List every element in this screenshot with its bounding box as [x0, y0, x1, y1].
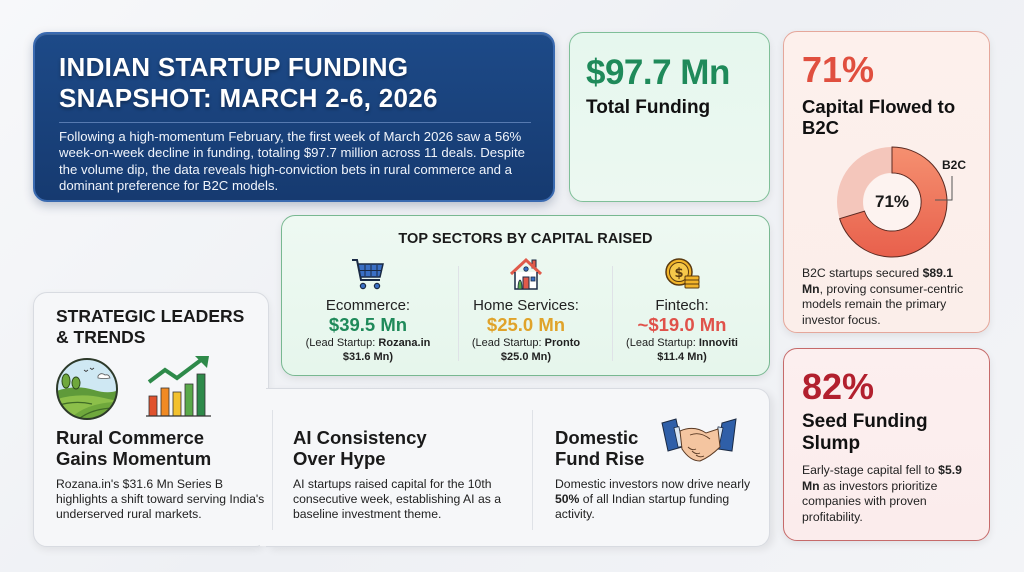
b2c-share-card: 71% Capital Flowed to B2C 71% B2C B2C st… — [783, 31, 990, 333]
shopping-cart-icon — [352, 259, 384, 290]
strategic-title: STRATEGIC LEADERS & TRENDS — [56, 306, 245, 347]
divider — [272, 410, 273, 530]
coins-icon: $ — [665, 258, 700, 289]
sector-fintech: $ Fintech: ~$19.0 Mn (Lead Startup: Inno… — [602, 254, 762, 364]
divider — [612, 266, 613, 361]
b2c-share-label: Capital Flowed to B2C — [802, 96, 956, 138]
svg-text:$: $ — [674, 266, 683, 281]
donut-center-value: 71% — [874, 192, 910, 211]
sector-name: Ecommerce: — [325, 297, 411, 314]
sector-amount: ~$19.0 Mn — [637, 314, 727, 335]
total-funding-card: $97.7 Mn Total Funding — [569, 32, 770, 202]
sector-name: Home Services: — [473, 297, 579, 314]
top-sectors-card: TOP SECTORS BY CAPITAL RAISED Ecommerce:… — [281, 215, 770, 376]
sector-amount: $25.0 Mn — [486, 314, 566, 335]
sector-lead-startup: (Lead Startup: Pronto $25.0 Mn) — [471, 337, 581, 363]
sector-ecommerce: Ecommerce: $39.5 Mn (Lead Startup: Rozan… — [288, 254, 448, 364]
trend-title: AI Consistency Over Hype — [293, 427, 427, 469]
b2c-description: B2C startups secured $89.1 Mn, proving c… — [802, 266, 964, 327]
divider — [458, 266, 459, 361]
header-banner: INDIAN STARTUP FUNDING SNAPSHOT: MARCH 2… — [33, 32, 555, 202]
trend-ai-consistency: AI Consistency Over Hype AI startups rais… — [293, 427, 523, 522]
sector-home-services: Home Services: $25.0 Mn (Lead Startup: P… — [446, 254, 606, 364]
strategic-panel-extension — [266, 388, 770, 547]
trend-rural-commerce: Rural Commerce Gains Momentum Rozana.in's… — [56, 427, 266, 522]
trend-domestic-fund: Domestic Fund Rise Domestic investors now… — [555, 427, 760, 522]
title-divider — [59, 122, 531, 123]
trend-description: Rozana.in's $31.6 Mn Series B highlights… — [56, 477, 265, 521]
trend-title: Rural Commerce Gains Momentum — [56, 427, 212, 469]
sector-lead-startup: (Lead Startup: Innoviti $11.4 Mn) — [626, 337, 738, 363]
trend-description: Domestic investors now drive nearly 50% … — [555, 477, 751, 521]
trend-description: AI startups raised capital for the 10th … — [293, 477, 501, 521]
strategic-panel — [33, 292, 269, 547]
sector-amount: $39.5 Mn — [328, 314, 408, 335]
seed-slump-value: 82% — [802, 366, 875, 407]
divider — [532, 410, 533, 530]
sector-name: Fintech: — [655, 297, 709, 314]
donut-icon — [837, 146, 953, 258]
b2c-donut-chart: 71% B2C — [802, 142, 982, 262]
house-icon — [509, 257, 543, 290]
total-funding-value: $97.7 Mn — [586, 53, 730, 92]
handshake-icon — [661, 418, 737, 462]
growth-chart-icon — [146, 356, 211, 417]
page-title: INDIAN STARTUP FUNDING SNAPSHOT: MARCH 2… — [59, 52, 438, 113]
b2c-share-value: 71% — [802, 49, 875, 90]
rural-landscape-icon — [56, 358, 118, 420]
seed-description: Early-stage capital fell to $5.9 Mn as i… — [802, 463, 962, 524]
sectors-title: TOP SECTORS BY CAPITAL RAISED — [398, 231, 653, 247]
donut-segment-label: B2C — [942, 158, 967, 172]
trend-title: Domestic Fund Rise — [555, 427, 645, 469]
summary-text: Following a high-momentum February, the … — [59, 129, 525, 193]
sector-lead-startup: (Lead Startup: Rozana.in $31.6 Mn) — [305, 337, 431, 363]
seed-slump-label: Seed Funding Slump — [802, 411, 928, 454]
seed-slump-card: 82% Seed Funding Slump Early-stage capit… — [783, 348, 990, 541]
total-funding-label: Total Funding — [586, 97, 711, 118]
